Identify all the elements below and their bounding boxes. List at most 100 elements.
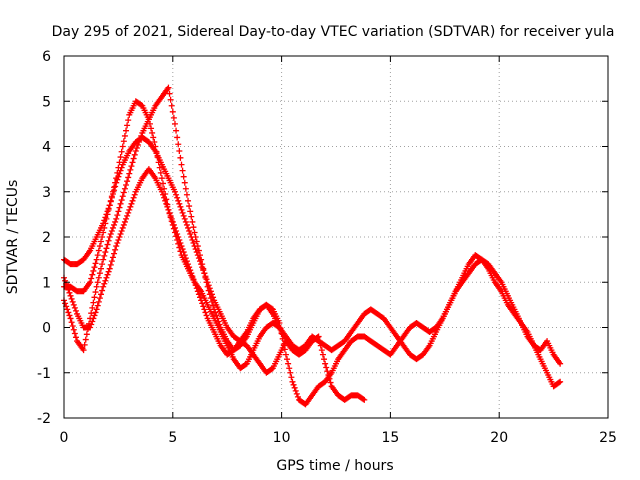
data-point <box>106 202 113 209</box>
data-point <box>187 208 194 215</box>
data-point <box>109 191 116 198</box>
data-point <box>96 243 103 250</box>
data-point <box>94 279 101 286</box>
data-point <box>293 390 300 397</box>
data-point <box>183 191 190 198</box>
data-point <box>126 206 133 213</box>
data-point <box>97 238 104 245</box>
data-point <box>197 258 203 265</box>
data-point <box>202 309 209 316</box>
x-tick-label: 5 <box>168 430 177 446</box>
data-point <box>213 312 220 319</box>
data-point <box>97 291 104 298</box>
data-point <box>148 125 155 132</box>
data-point <box>321 356 328 363</box>
data-point <box>72 307 79 314</box>
data-point <box>175 234 182 240</box>
data-point <box>181 252 188 259</box>
data-point <box>285 360 292 367</box>
grid <box>64 56 608 418</box>
data-point <box>105 206 112 213</box>
data-point <box>174 230 181 237</box>
data-point <box>176 200 183 207</box>
data-point <box>193 285 200 292</box>
data-point <box>92 289 99 296</box>
data-point <box>124 212 131 219</box>
data-point <box>132 148 139 155</box>
y-tick-label: 3 <box>42 185 51 201</box>
data-point <box>290 381 297 388</box>
data-point <box>287 369 294 376</box>
data-point <box>174 134 181 141</box>
data-point <box>327 379 334 386</box>
data-point <box>93 306 100 313</box>
data-point <box>131 191 138 198</box>
data-point <box>201 270 208 277</box>
data-point <box>72 334 79 341</box>
y-tick-label: 4 <box>42 140 51 156</box>
data-point <box>292 387 299 394</box>
axes: 0 5 10 15 20 25 -2 -1 0 1 2 3 4 5 6 <box>37 49 617 446</box>
y-tick-label: 5 <box>42 94 51 110</box>
data-point <box>66 289 73 296</box>
data-point <box>183 221 190 228</box>
data-point <box>212 309 219 316</box>
data-point <box>205 282 212 289</box>
data-point <box>194 288 201 295</box>
data-point <box>188 213 195 220</box>
data-point <box>161 194 168 201</box>
data-point <box>101 224 108 231</box>
data-point <box>113 179 120 186</box>
data-point <box>162 197 169 204</box>
data-point <box>176 148 183 155</box>
data-point <box>69 298 76 305</box>
data-point <box>107 198 114 205</box>
data-point <box>116 170 123 177</box>
data-point <box>190 224 197 231</box>
data-point <box>177 203 184 210</box>
data-point <box>181 215 188 222</box>
data-point <box>180 173 187 180</box>
data-point <box>185 197 192 204</box>
data-point <box>103 245 110 252</box>
data-point <box>128 200 135 207</box>
data-point <box>116 204 123 211</box>
data-point <box>121 185 128 192</box>
x-tick-label: 0 <box>60 430 69 446</box>
data-point <box>201 306 208 313</box>
data-point <box>361 396 368 403</box>
data-point <box>158 188 165 195</box>
data-point <box>179 167 186 174</box>
data-point <box>178 161 185 168</box>
data-point <box>129 159 136 166</box>
data-point <box>169 218 176 225</box>
data-point <box>191 229 198 236</box>
data-point <box>125 117 132 124</box>
y-tick-label: -1 <box>37 366 51 382</box>
data-point <box>324 368 331 375</box>
data-point <box>121 132 128 139</box>
y-tick-label: 1 <box>42 275 51 291</box>
data-point <box>96 295 103 302</box>
data-point <box>104 271 111 278</box>
data-point <box>150 134 157 141</box>
data-point <box>62 277 69 284</box>
data-point <box>191 279 198 286</box>
data-point <box>171 188 178 195</box>
data-point <box>174 194 181 201</box>
data-point <box>203 276 210 283</box>
data-point <box>95 247 102 254</box>
data-point <box>103 215 110 222</box>
data-point <box>107 261 114 268</box>
data-point <box>130 194 137 201</box>
data-point <box>282 338 289 345</box>
data-point <box>71 330 78 337</box>
data-point <box>170 221 177 228</box>
data-point <box>197 294 203 301</box>
data-point <box>62 300 69 307</box>
data-point <box>117 167 124 174</box>
data-point <box>95 274 102 281</box>
data-point <box>207 288 214 295</box>
data-point <box>90 267 97 274</box>
